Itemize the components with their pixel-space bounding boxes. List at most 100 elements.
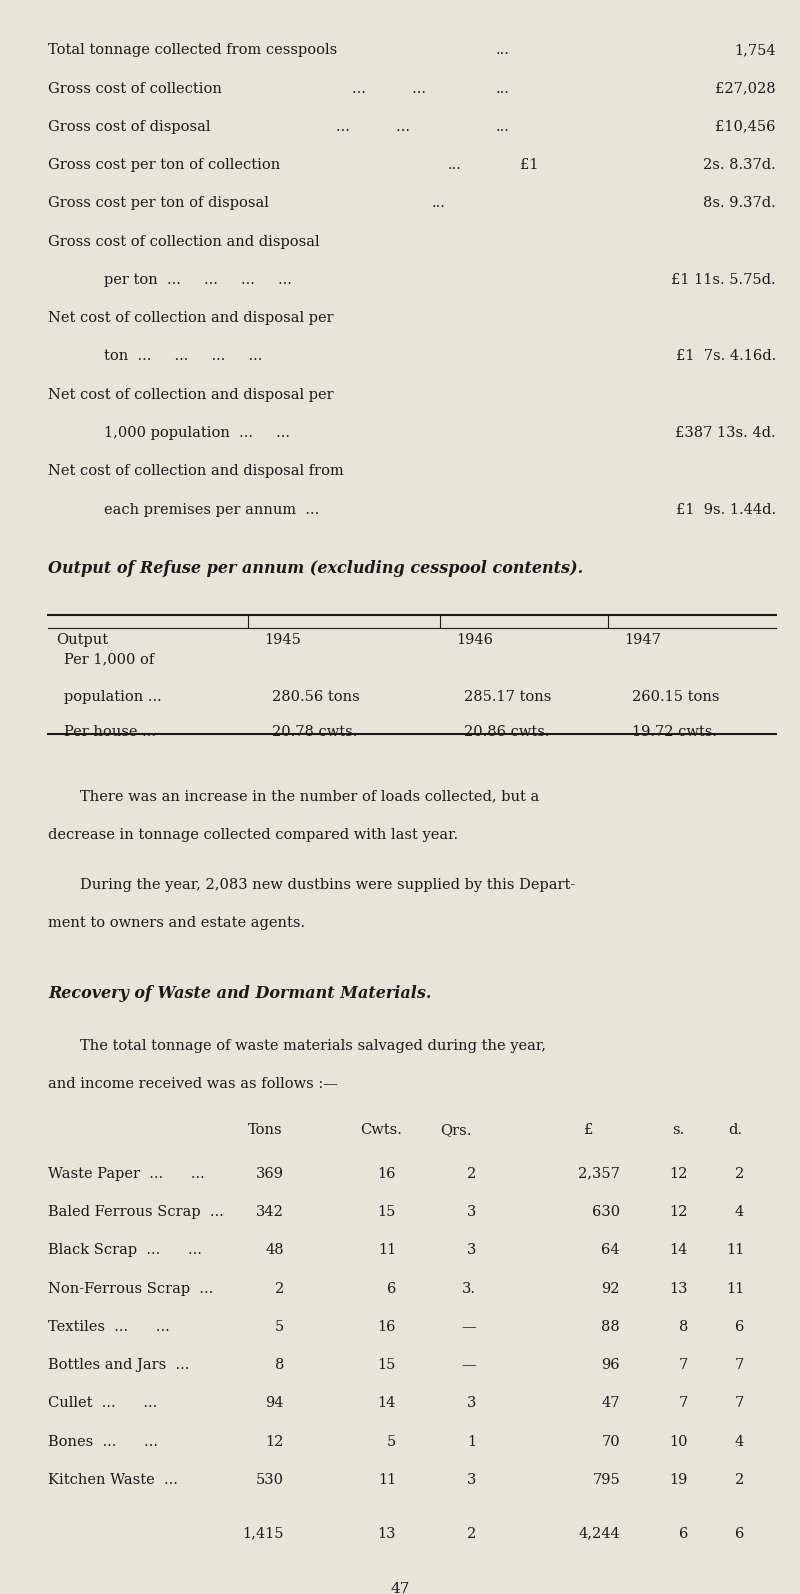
Text: Output of Refuse per annum (excluding cesspool contents).: Output of Refuse per annum (excluding ce… <box>48 559 583 577</box>
Text: £387 13s. 4d.: £387 13s. 4d. <box>675 426 776 440</box>
Text: each premises per annum  ...: each premises per annum ... <box>104 502 319 516</box>
Text: Qrs.: Qrs. <box>440 1122 471 1137</box>
Text: 2: 2 <box>466 1167 476 1181</box>
Text: 15: 15 <box>378 1358 396 1372</box>
Text: 12: 12 <box>266 1435 284 1449</box>
Text: 6: 6 <box>386 1282 396 1296</box>
Text: 1945: 1945 <box>264 633 301 647</box>
Text: 2: 2 <box>466 1527 476 1540</box>
Text: Gross cost of disposal: Gross cost of disposal <box>48 120 210 134</box>
Text: Baled Ferrous Scrap  ...: Baled Ferrous Scrap ... <box>48 1205 224 1219</box>
Text: 5: 5 <box>386 1435 396 1449</box>
Text: Kitchen Waste  ...: Kitchen Waste ... <box>48 1473 178 1487</box>
Text: 3: 3 <box>466 1473 476 1487</box>
Text: Per house ...: Per house ... <box>64 725 156 738</box>
Text: There was an increase in the number of loads collected, but a: There was an increase in the number of l… <box>80 789 539 803</box>
Text: 4,244: 4,244 <box>578 1527 620 1540</box>
Text: Non-Ferrous Scrap  ...: Non-Ferrous Scrap ... <box>48 1282 214 1296</box>
Text: 20.86 cwts.: 20.86 cwts. <box>464 725 550 738</box>
Text: 342: 342 <box>256 1205 284 1219</box>
Text: per ton  ...     ...     ...     ...: per ton ... ... ... ... <box>104 273 292 287</box>
Text: 2: 2 <box>734 1167 744 1181</box>
Text: 48: 48 <box>266 1243 284 1258</box>
Text: 12: 12 <box>670 1205 688 1219</box>
Text: s.: s. <box>672 1122 684 1137</box>
Text: 1,754: 1,754 <box>734 43 776 57</box>
Text: 47: 47 <box>390 1583 410 1594</box>
Text: 16: 16 <box>378 1167 396 1181</box>
Text: 6: 6 <box>734 1527 744 1540</box>
Text: 14: 14 <box>670 1243 688 1258</box>
Text: 8: 8 <box>678 1320 688 1334</box>
Text: Net cost of collection and disposal from: Net cost of collection and disposal from <box>48 464 344 478</box>
Text: Gross cost of collection and disposal: Gross cost of collection and disposal <box>48 234 320 249</box>
Text: Gross cost per ton of disposal: Gross cost per ton of disposal <box>48 196 269 210</box>
Text: —: — <box>462 1358 476 1372</box>
Text: ...: ... <box>448 158 462 172</box>
Text: 10: 10 <box>670 1435 688 1449</box>
Text: decrease in tonnage collected compared with last year.: decrease in tonnage collected compared w… <box>48 827 458 842</box>
Text: ...          ...: ... ... <box>336 120 410 134</box>
Text: ...: ... <box>496 81 510 96</box>
Text: 7: 7 <box>678 1358 688 1372</box>
Text: £1  9s. 1.44d.: £1 9s. 1.44d. <box>676 502 776 516</box>
Text: 260.15 tons: 260.15 tons <box>632 690 719 705</box>
Text: 47: 47 <box>602 1396 620 1411</box>
Text: 1946: 1946 <box>456 633 493 647</box>
Text: ment to owners and estate agents.: ment to owners and estate agents. <box>48 917 305 929</box>
Text: 14: 14 <box>378 1396 396 1411</box>
Text: £: £ <box>584 1122 594 1137</box>
Text: 70: 70 <box>602 1435 620 1449</box>
Text: £1 11s. 5.75d.: £1 11s. 5.75d. <box>671 273 776 287</box>
Text: Gross cost per ton of collection: Gross cost per ton of collection <box>48 158 280 172</box>
Text: 11: 11 <box>726 1282 744 1296</box>
Text: 530: 530 <box>256 1473 284 1487</box>
Text: 64: 64 <box>602 1243 620 1258</box>
Text: Per 1,000 of: Per 1,000 of <box>64 652 154 666</box>
Text: £27,028: £27,028 <box>715 81 776 96</box>
Text: Output: Output <box>56 633 108 647</box>
Text: 11: 11 <box>726 1243 744 1258</box>
Text: £10,456: £10,456 <box>715 120 776 134</box>
Text: 11: 11 <box>378 1473 396 1487</box>
Text: d.: d. <box>728 1122 742 1137</box>
Text: 6: 6 <box>734 1320 744 1334</box>
Text: 7: 7 <box>734 1358 744 1372</box>
Text: Net cost of collection and disposal per: Net cost of collection and disposal per <box>48 387 334 402</box>
Text: 19: 19 <box>670 1473 688 1487</box>
Text: 6: 6 <box>678 1527 688 1540</box>
Text: 3: 3 <box>466 1243 476 1258</box>
Text: 280.56 tons: 280.56 tons <box>272 690 360 705</box>
Text: 8: 8 <box>274 1358 284 1372</box>
Text: Bottles and Jars  ...: Bottles and Jars ... <box>48 1358 198 1372</box>
Text: ...: ... <box>432 196 446 210</box>
Text: population ...: population ... <box>64 690 162 705</box>
Text: —: — <box>462 1320 476 1334</box>
Text: 1,000 population  ...     ...: 1,000 population ... ... <box>104 426 290 440</box>
Text: Textiles  ...      ...: Textiles ... ... <box>48 1320 170 1334</box>
Text: Black Scrap  ...      ...: Black Scrap ... ... <box>48 1243 202 1258</box>
Text: 8s. 9.37d.: 8s. 9.37d. <box>703 196 776 210</box>
Text: 88: 88 <box>602 1320 620 1334</box>
Text: 285.17 tons: 285.17 tons <box>464 690 551 705</box>
Text: £1: £1 <box>520 158 538 172</box>
Text: Total tonnage collected from cesspools: Total tonnage collected from cesspools <box>48 43 338 57</box>
Text: 795: 795 <box>592 1473 620 1487</box>
Text: 5: 5 <box>274 1320 284 1334</box>
Text: ...: ... <box>496 43 510 57</box>
Text: 13: 13 <box>670 1282 688 1296</box>
Text: 2s. 8.37d.: 2s. 8.37d. <box>703 158 776 172</box>
Text: 3: 3 <box>466 1205 476 1219</box>
Text: Net cost of collection and disposal per: Net cost of collection and disposal per <box>48 311 334 325</box>
Text: Waste Paper  ...      ...: Waste Paper ... ... <box>48 1167 205 1181</box>
Text: Bones  ...      ...: Bones ... ... <box>48 1435 158 1449</box>
Text: 94: 94 <box>266 1396 284 1411</box>
Text: Tons: Tons <box>248 1122 282 1137</box>
Text: 7: 7 <box>734 1396 744 1411</box>
Text: 1,415: 1,415 <box>242 1527 284 1540</box>
Text: ...: ... <box>496 120 510 134</box>
Text: 7: 7 <box>678 1396 688 1411</box>
Text: 19.72 cwts.: 19.72 cwts. <box>632 725 717 738</box>
Text: 16: 16 <box>378 1320 396 1334</box>
Text: 20.78 cwts.: 20.78 cwts. <box>272 725 358 738</box>
